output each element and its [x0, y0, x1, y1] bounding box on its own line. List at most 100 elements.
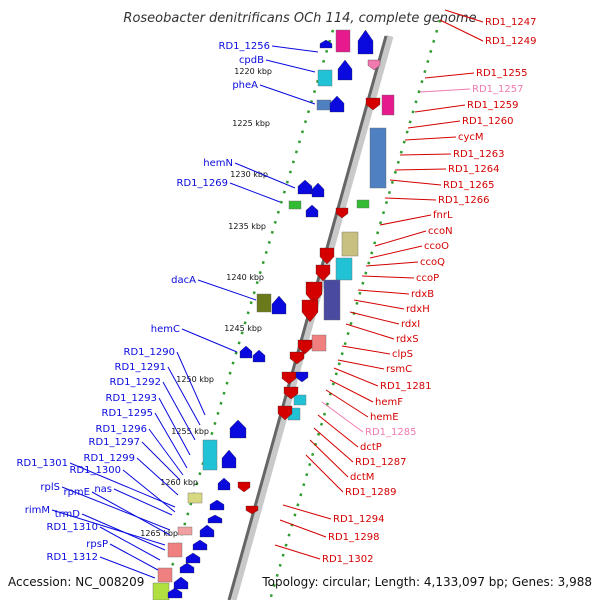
gene-label[interactable]: ccoP: [416, 273, 439, 284]
gene-label[interactable]: rdxB: [411, 289, 434, 300]
gene-leader-line: [229, 182, 281, 203]
reverse-gene-arrow: [289, 351, 305, 365]
gene-leader-line: [309, 439, 349, 478]
gene-leader-line: [91, 491, 171, 536]
kbp-tick-label: 1225 kbp: [232, 119, 270, 128]
gene-label[interactable]: RD1_1256: [219, 41, 270, 52]
gene-leader-line: [384, 197, 437, 201]
reverse-gene-arrow: [277, 405, 293, 421]
gene-leader-line: [414, 104, 466, 113]
gene-block: [177, 526, 193, 536]
gene-label[interactable]: fnrL: [433, 210, 453, 221]
gene-label[interactable]: rdxI: [401, 319, 420, 330]
gene-label[interactable]: rdxS: [396, 334, 419, 345]
gene-leader-line: [271, 45, 319, 53]
gene-label[interactable]: cycM: [458, 132, 484, 143]
gene-label[interactable]: RD1_1294: [333, 514, 384, 525]
forward-gene-arrow: [319, 39, 333, 49]
gene-label[interactable]: ccoN: [428, 226, 453, 237]
gene-label[interactable]: rimM: [25, 505, 50, 516]
gene-label[interactable]: RD1_1269: [177, 178, 228, 189]
gene-label[interactable]: RD1_1292: [110, 377, 161, 388]
gene-leader-line: [369, 245, 423, 259]
gene-label[interactable]: rpsP: [86, 539, 108, 550]
gene-label[interactable]: RD1_1302: [322, 554, 373, 565]
gene-label[interactable]: cpdB: [239, 55, 264, 66]
gene-leader-line: [341, 345, 391, 355]
reverse-gene-arrow: [281, 371, 297, 385]
gene-label[interactable]: RD1_1299: [84, 453, 135, 464]
gene-label[interactable]: hemC: [151, 324, 180, 335]
forward-gene-arrow: [305, 204, 319, 218]
gene-leader-line: [176, 351, 206, 416]
gene-label[interactable]: dacA: [171, 275, 196, 286]
gene-label[interactable]: trmD: [55, 509, 81, 520]
reverse-gene-arrow: [295, 371, 309, 383]
gene-block: [293, 394, 307, 406]
gene-leader-line: [389, 179, 442, 186]
gene-leader-line: [61, 486, 171, 531]
gene-block: [341, 231, 359, 257]
reverse-gene-arrow: [237, 481, 251, 493]
gene-leader-line: [444, 9, 484, 23]
gene-label[interactable]: RD1_1289: [345, 487, 396, 498]
gene-label[interactable]: clpS: [392, 349, 413, 360]
gene-label[interactable]: hemE: [370, 412, 399, 423]
gene-label[interactable]: nas: [94, 484, 112, 495]
gene-label[interactable]: RD1_1296: [96, 424, 147, 435]
gene-block: [152, 582, 170, 600]
gene-label[interactable]: RD1_1295: [102, 408, 153, 419]
gene-label[interactable]: pheA: [232, 80, 258, 91]
gene-label[interactable]: rpmE: [63, 487, 90, 498]
gene-features: [152, 29, 395, 600]
gene-block: [157, 567, 173, 583]
gene-label[interactable]: RD1_1265: [443, 180, 494, 191]
forward-gene-arrow: [297, 179, 313, 195]
gene-leader-line: [394, 168, 447, 171]
forward-gene-arrow: [311, 182, 325, 198]
gene-label[interactable]: rdxH: [406, 304, 430, 315]
reverse-gene-arrow: [335, 207, 349, 219]
gene-label[interactable]: ccoQ: [420, 257, 445, 268]
gene-label[interactable]: dctM: [350, 472, 374, 483]
gene-label[interactable]: RD1_1255: [476, 68, 527, 79]
gene-label[interactable]: RD1_1247: [485, 17, 536, 28]
gene-label[interactable]: RD1_1300: [70, 465, 121, 476]
gene-label[interactable]: RD1_1285: [365, 427, 416, 438]
gene-label[interactable]: RD1_1264: [448, 164, 499, 175]
gene-label[interactable]: RD1_1291: [115, 362, 166, 373]
gene-label[interactable]: RD1_1249: [485, 36, 536, 47]
gene-label[interactable]: rsmC: [386, 364, 412, 375]
gene-label[interactable]: dctP: [360, 442, 382, 453]
forward-gene-arrow: [252, 349, 266, 363]
gene-label[interactable]: ccoO: [424, 241, 449, 252]
gene-label[interactable]: RD1_1257: [472, 84, 523, 95]
gene-label[interactable]: RD1_1298: [328, 532, 379, 543]
gene-label[interactable]: RD1_1259: [467, 100, 518, 111]
gene-block: [356, 199, 370, 209]
forward-gene-arrow: [221, 449, 237, 469]
kbp-tick-label: 1250 kbp: [176, 375, 214, 384]
gene-label[interactable]: rplS: [40, 482, 60, 493]
forward-gene-arrow: [217, 477, 231, 491]
gene-label[interactable]: RD1_1287: [355, 457, 406, 468]
gene-label[interactable]: RD1_1266: [438, 195, 489, 206]
gene-label[interactable]: RD1_1293: [106, 393, 157, 404]
gene-leader-line: [404, 136, 457, 141]
reverse-gene-arrow: [245, 505, 259, 515]
gene-label[interactable]: RD1_1281: [380, 381, 431, 392]
gene-block: [317, 69, 333, 87]
gene-label[interactable]: hemF: [375, 397, 403, 408]
gene-label[interactable]: RD1_1297: [89, 437, 140, 448]
gene-label[interactable]: RD1_1310: [47, 522, 98, 533]
reverse-gene-arrow: [315, 264, 331, 282]
gene-label[interactable]: RD1_1263: [453, 149, 504, 160]
gene-label[interactable]: RD1_1260: [462, 116, 513, 127]
gene-leader-line: [321, 401, 364, 433]
gene-label[interactable]: RD1_1312: [47, 552, 98, 563]
gene-label[interactable]: hemN: [203, 158, 233, 169]
gene-label[interactable]: RD1_1301: [17, 458, 68, 469]
gene-label[interactable]: RD1_1290: [124, 347, 175, 358]
gene-leader-line: [136, 457, 179, 496]
